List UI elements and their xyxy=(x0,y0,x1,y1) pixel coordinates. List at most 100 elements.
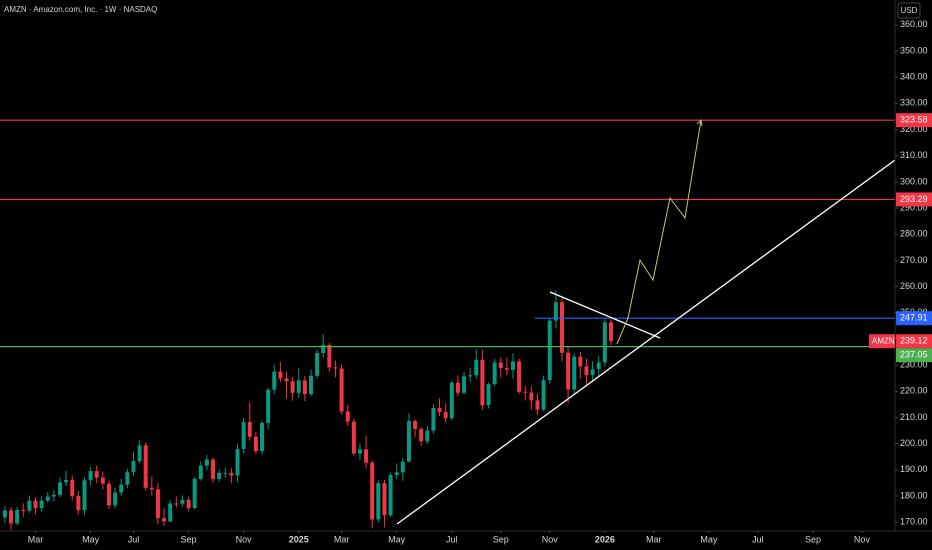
y-tick-label: 350.00 xyxy=(900,45,928,55)
x-tick-label: Jul xyxy=(128,534,140,544)
candle-body xyxy=(15,510,20,524)
candle-body xyxy=(308,375,313,395)
price-label-box xyxy=(896,192,932,207)
candle-body xyxy=(278,371,283,379)
candle-body xyxy=(155,489,160,519)
candle-body xyxy=(370,462,375,520)
candle-body xyxy=(462,376,467,393)
candle-body xyxy=(125,472,130,485)
plot xyxy=(0,119,895,530)
candle-body xyxy=(64,479,69,483)
candle-body xyxy=(566,352,571,390)
y-tick-label: 170.00 xyxy=(900,516,928,526)
candle-body xyxy=(290,381,295,393)
candle-body xyxy=(406,421,411,462)
candle-body xyxy=(455,382,460,393)
y-tick-label: 310.00 xyxy=(900,150,928,160)
y-tick-label: 230.00 xyxy=(900,359,928,369)
y-tick-label: 340.00 xyxy=(900,72,928,82)
candle-body xyxy=(204,459,209,466)
candle-body xyxy=(492,362,497,385)
candle-body xyxy=(351,421,356,454)
candle-body xyxy=(162,518,167,522)
candle-body xyxy=(364,449,369,463)
candle-body xyxy=(198,465,203,479)
candle-body xyxy=(211,459,216,479)
candle-body xyxy=(339,368,344,412)
candle-body xyxy=(590,369,595,376)
price-label-box xyxy=(896,348,932,363)
candle-body xyxy=(2,510,7,518)
y-tick-label: 220.00 xyxy=(900,386,928,396)
candle-body xyxy=(486,384,491,406)
projection-path xyxy=(616,119,702,345)
x-tick-label: Sep xyxy=(493,534,509,544)
x-tick-label: Jul xyxy=(446,534,458,544)
x-tick-label: Mar xyxy=(334,534,350,544)
x-tick-label: May xyxy=(700,534,718,544)
x-tick-label: Nov xyxy=(542,534,559,544)
trend-line xyxy=(396,159,896,525)
candle-body xyxy=(523,391,528,393)
drawings xyxy=(396,118,896,525)
candle-body xyxy=(137,445,142,462)
candle-body xyxy=(174,503,179,505)
candle-body xyxy=(253,436,258,452)
candle-body xyxy=(260,422,265,452)
candle-body xyxy=(143,445,148,488)
candle-body xyxy=(388,474,393,516)
candle-body xyxy=(100,477,105,484)
candle-body xyxy=(94,471,99,478)
candle-body xyxy=(572,356,577,390)
candle-body xyxy=(535,400,540,410)
candle-body xyxy=(88,471,93,481)
x-tick-label: Mar xyxy=(646,534,662,544)
candle-body xyxy=(394,472,399,475)
candle-body xyxy=(45,496,50,501)
trend-line xyxy=(549,291,661,339)
currency: USD xyxy=(901,6,918,15)
candle-body xyxy=(376,483,381,520)
symbol-label: AMZN xyxy=(872,336,895,345)
currency-box xyxy=(897,2,921,19)
y-tick-label: 200.00 xyxy=(900,438,928,448)
candle-body xyxy=(180,499,185,504)
y-tick-label: 330.00 xyxy=(900,98,928,108)
price-label: 239.12 xyxy=(900,336,928,346)
y-tick-label: 320.00 xyxy=(900,124,928,134)
candle-body xyxy=(70,479,75,496)
candle-body xyxy=(584,366,589,376)
x-tick-label: Sep xyxy=(181,534,197,544)
candle-body xyxy=(608,322,613,342)
candle-body xyxy=(511,361,516,370)
projection-arrow xyxy=(696,118,703,127)
x-tick-label: Nov xyxy=(236,534,253,544)
candle-body xyxy=(33,500,38,508)
price-label: 237.05 xyxy=(900,350,928,360)
chart-title: AMZN · Amazon.com, Inc. · 1W · NASDAQ xyxy=(4,5,157,14)
candle-body xyxy=(247,422,252,437)
y-tick-label: 190.00 xyxy=(900,464,928,474)
candle-body xyxy=(345,411,350,422)
y-tick-label: 300.00 xyxy=(900,176,928,186)
x-tick-label: 2026 xyxy=(595,534,615,544)
candle-body xyxy=(131,461,136,473)
candle-body xyxy=(272,371,277,390)
candle-body xyxy=(82,480,87,511)
candle-body xyxy=(223,472,228,474)
candle-body xyxy=(39,500,44,508)
candle-body xyxy=(57,482,62,495)
candle-body xyxy=(474,359,479,376)
candle-body xyxy=(357,449,362,454)
price-axis xyxy=(895,0,932,550)
price-label-box xyxy=(896,334,932,349)
candle-body xyxy=(106,483,111,506)
x-tick-label: Mar xyxy=(28,534,44,544)
candle-body xyxy=(443,411,448,419)
candle-body xyxy=(578,356,583,367)
candle-body xyxy=(547,320,552,381)
price-label-box xyxy=(896,113,932,128)
candle-body xyxy=(113,492,118,506)
symbol-label-box xyxy=(869,334,895,349)
